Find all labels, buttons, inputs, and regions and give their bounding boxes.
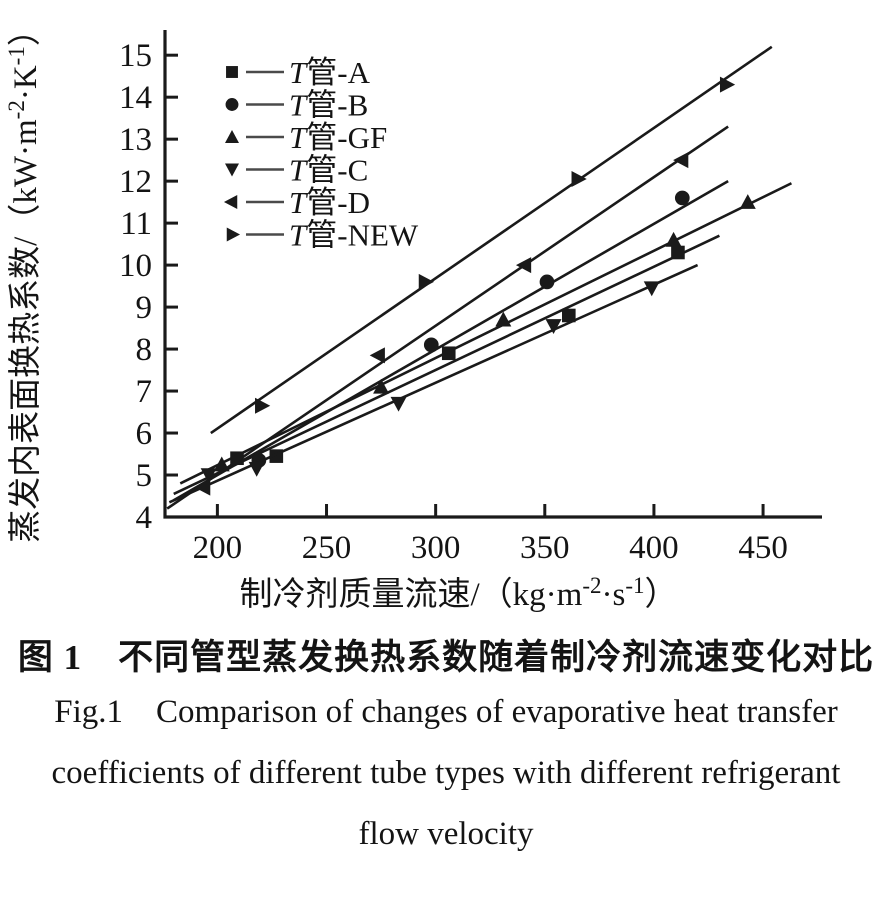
series-tube-new-point-3 — [719, 76, 736, 93]
series-tube-c-fit-line — [168, 263, 699, 504]
legend-item-tube-c: T管-C — [225, 153, 368, 188]
series-tube-d-point-3 — [673, 152, 689, 169]
y-tick-label-10: 10 — [119, 248, 152, 284]
series-tube-c-point-0 — [200, 468, 217, 484]
series-tube-new-fit-line — [210, 45, 773, 435]
x-tick-label-300: 300 — [411, 530, 461, 566]
x-tick-label-350: 350 — [520, 530, 570, 566]
series-tube-new-point-1 — [418, 273, 434, 290]
legend-label-tube-c: T管-C — [289, 153, 368, 188]
y-tick-label-15: 15 — [119, 38, 152, 74]
series-tube-c-point-3 — [545, 319, 562, 334]
series-tube-gf-fit-line — [179, 182, 793, 485]
series-tube-new — [210, 45, 773, 435]
caption-english-line2: coefficients of different tube types wit… — [51, 755, 841, 791]
series-tube-d-point-1 — [369, 347, 385, 364]
legend-label-tube-new: T管-NEW — [289, 218, 419, 253]
y-tick-label-13: 13 — [119, 122, 152, 158]
y-tick-label-7: 7 — [136, 374, 153, 410]
y-tick-label-12: 12 — [119, 164, 152, 200]
series-tube-new-point-2 — [571, 171, 587, 188]
x-tick-label-250: 250 — [302, 530, 352, 566]
legend-item-tube-a: T管-A — [226, 55, 371, 90]
y-tick-label-8: 8 — [136, 332, 153, 368]
series-tube-b-fit-line — [173, 180, 729, 502]
series-tube-c-point-4 — [643, 281, 660, 297]
series-tube-gf-point-1 — [373, 378, 390, 394]
y-axis-label: 蒸发内表面换热系数/（kW·m-2·K-1） — [4, 13, 44, 543]
y-tick-label-14: 14 — [119, 80, 152, 116]
legend-label-tube-b: T管-B — [289, 88, 368, 123]
series-tube-d-point-0 — [195, 479, 211, 496]
legend-item-tube-new: T管-NEW — [226, 218, 419, 253]
evaporation-heat-transfer-chart: 200 250 300 350 400 450 4 5 6 7 8 9 10 11 12 13 14 15 制冷剂质… — [4, 13, 822, 613]
y-tick-label-6: 6 — [136, 416, 153, 452]
legend-marker-triangle-left-icon — [223, 195, 238, 209]
legend-marker-square-icon — [226, 66, 238, 78]
series-tube-gf-point-4 — [739, 194, 756, 209]
series-tube-d — [166, 125, 729, 510]
series-tube-a — [173, 234, 720, 496]
caption-english-line3: flow velocity — [358, 816, 534, 852]
legend-marker-triangle-right-icon — [226, 227, 241, 242]
caption-chinese: 图 1 不同管型蒸发换热系数随着制冷剂流速变化对比 — [17, 638, 875, 677]
legend-marker-triangle-up-icon — [225, 130, 239, 143]
legend-label-tube-gf: T管-GF — [289, 120, 387, 155]
series-tube-b-point-3 — [674, 190, 690, 206]
legend-label-tube-d: T管-D — [289, 185, 370, 220]
series-tube-gf-point-3 — [665, 231, 682, 247]
series-tube-b — [173, 180, 729, 502]
series-tube-c-point-1 — [248, 461, 265, 477]
series-tube-gf — [179, 182, 793, 485]
series-tube-a-point-4 — [671, 245, 685, 260]
series-tube-a-fit-line — [173, 234, 720, 496]
legend-item-tube-gf: T管-GF — [225, 120, 387, 155]
x-tick-label-200: 200 — [193, 530, 243, 566]
y-tick-label-9: 9 — [136, 290, 153, 326]
caption-english-line1: Fig.1 Comparison of changes of evaporati… — [54, 694, 838, 730]
x-tick-label-400: 400 — [629, 530, 679, 566]
x-tick-label-450: 450 — [738, 530, 788, 566]
figure-caption: 图 1 不同管型蒸发换热系数随着制冷剂流速变化对比 Fig.1 Comparis… — [0, 634, 892, 865]
y-tick-label-4: 4 — [136, 500, 153, 536]
legend-item-tube-d: T管-D — [223, 185, 370, 220]
series-tube-new-point-0 — [255, 397, 271, 414]
series-tube-gf-point-2 — [495, 311, 512, 327]
series-tube-b-point-1 — [423, 337, 439, 353]
y-tick-label-11: 11 — [120, 206, 152, 242]
y-tick-label-5: 5 — [136, 458, 153, 494]
series-tube-c — [168, 263, 699, 504]
y-axis-label-group: 蒸发内表面换热系数/（kW·m-2·K-1） — [4, 13, 44, 543]
legend-marker-triangle-down-icon — [225, 163, 239, 177]
x-axis-label: 制冷剂质量流速/（kg·m-2·s-1） — [239, 573, 677, 613]
legend-label-tube-a: T管-A — [289, 55, 371, 90]
series-tube-d-point-2 — [515, 257, 532, 274]
legend-marker-circle-icon — [225, 98, 239, 111]
series-tube-b-point-2 — [539, 274, 555, 290]
legend-item-tube-b: T管-B — [225, 88, 368, 123]
series-tube-a-point-3 — [562, 308, 576, 323]
series-tube-d-fit-line — [166, 125, 729, 510]
series-tube-c-point-2 — [390, 396, 407, 412]
